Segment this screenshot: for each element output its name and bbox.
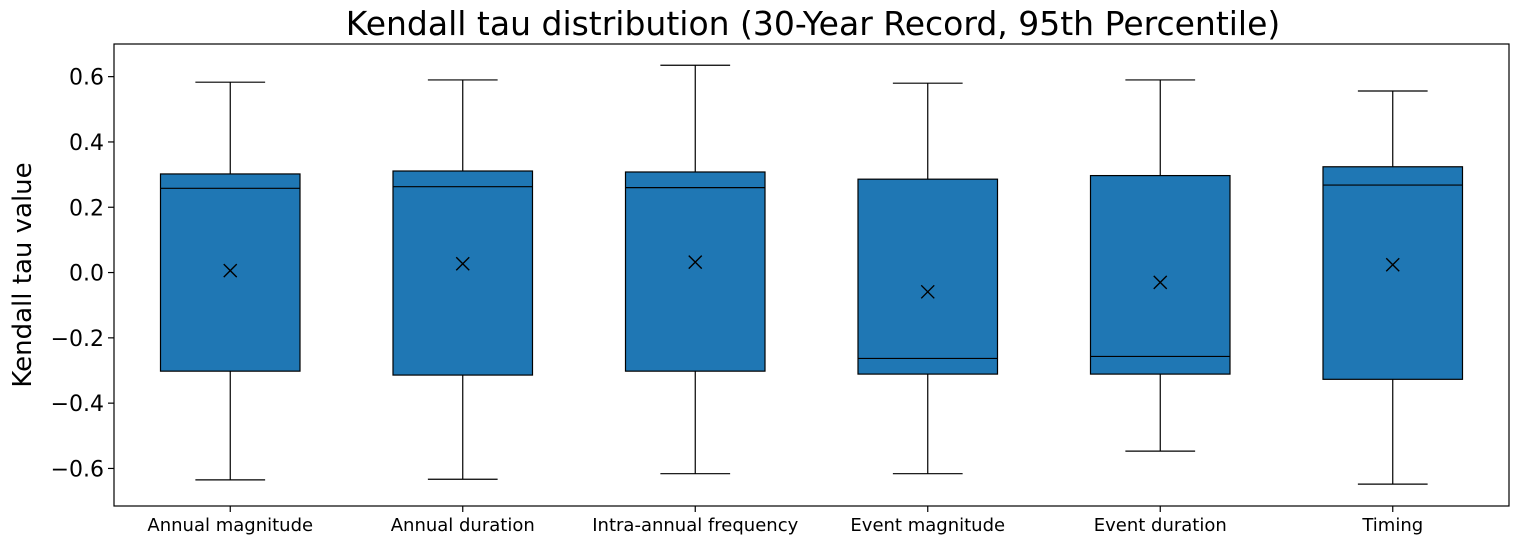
x-tick-label: Annual magnitude (147, 515, 313, 536)
mean-marker (455, 256, 470, 271)
mean-marker (1153, 275, 1168, 290)
box-iqr (1322, 166, 1464, 380)
box-iqr (857, 178, 999, 375)
y-tick-label: −0.2 (51, 327, 104, 352)
mean-marker (1385, 257, 1400, 272)
y-tick-label: 0.4 (69, 131, 104, 156)
box-iqr (624, 171, 766, 372)
y-axis-label: Kendall tau value (8, 162, 38, 387)
mean-marker (920, 284, 935, 299)
box-iqr (1089, 174, 1231, 375)
y-tick-label: 0.0 (69, 262, 104, 287)
mean-marker (688, 255, 703, 270)
x-tick-label: Intra-annual frequency (592, 515, 798, 536)
chart-title: Kendall tau distribution (30-Year Record… (346, 4, 1281, 43)
x-tick-label: Timing (1361, 515, 1423, 536)
y-tick-label: −0.4 (51, 392, 104, 417)
box-iqr (392, 170, 534, 376)
x-tick-label: Event duration (1094, 515, 1227, 536)
y-tick-label: 0.6 (69, 66, 104, 91)
box-iqr (159, 173, 301, 372)
plot-area: 0.6 0.4 0.2 0.0 −0.2 −0.4 −0.6 Annual magnitude… (51, 64, 1464, 536)
y-tick-label: 0.2 (69, 196, 104, 221)
plot-frame (113, 43, 1510, 507)
x-tick-label: Event magnitude (850, 515, 1005, 536)
x-tick-label: Annual duration (391, 515, 535, 536)
y-tick-label: −0.6 (51, 457, 104, 482)
mean-marker (223, 263, 238, 278)
